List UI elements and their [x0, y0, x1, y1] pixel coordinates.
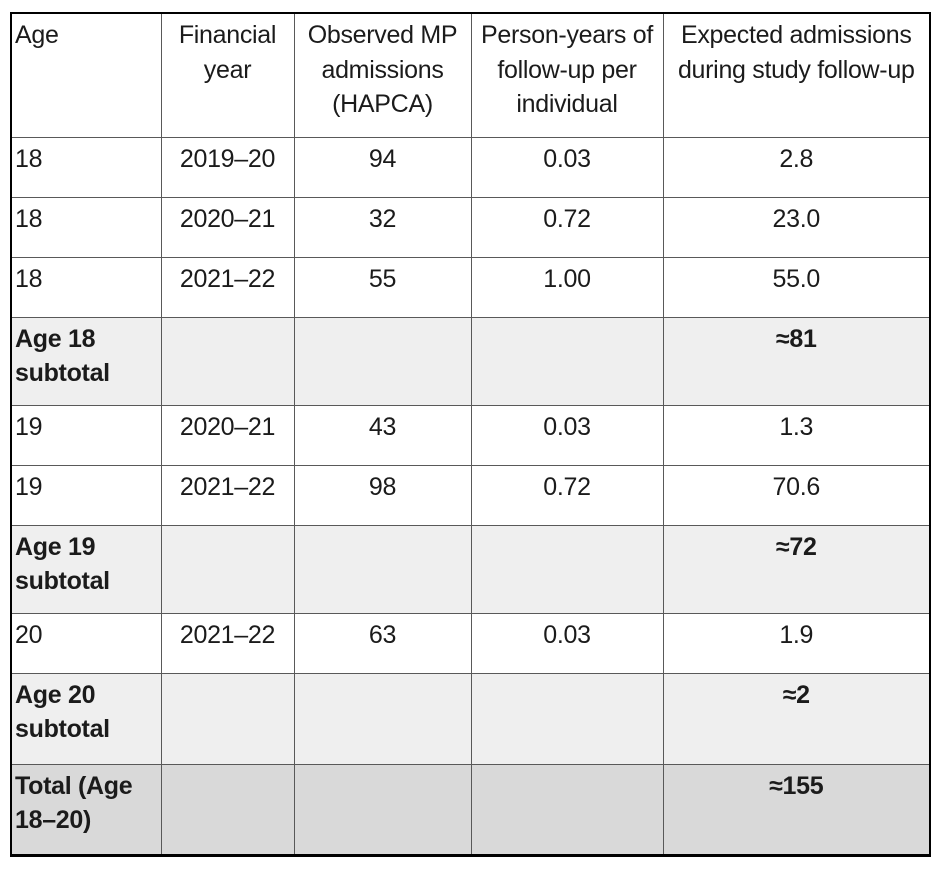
person-years-column-header: Person-years of follow-up per individual [470, 12, 664, 138]
total-value-cell: ≈155 [662, 763, 931, 856]
table-row: 19 2021–22 98 0.72 70.6 [10, 464, 931, 526]
age-cell: 20 [10, 612, 162, 674]
age-cell: 18 [10, 136, 162, 198]
observed-admissions-cell: 43 [293, 404, 472, 466]
age-cell: 18 [10, 256, 162, 318]
age-cell: 19 [10, 464, 162, 526]
table-row: 19 2020–21 43 0.03 1.3 [10, 404, 931, 466]
person-years-cell: 0.03 [470, 136, 664, 198]
age-column-header: Age [10, 12, 162, 138]
subtotal-row-age-19: Age 19 subtotal ≈72 [10, 524, 931, 614]
financial-year-cell [160, 672, 295, 765]
header-row: Age Financial year Observed MP admission… [10, 12, 931, 138]
observed-admissions-cell [293, 763, 472, 856]
financial-year-cell [160, 763, 295, 856]
financial-year-cell: 2021–22 [160, 464, 295, 526]
table-row: 20 2021–22 63 0.03 1.9 [10, 612, 931, 674]
subtotal-value-cell: ≈72 [662, 524, 931, 614]
subtotal-label-cell: Age 18 subtotal [10, 316, 162, 406]
financial-year-cell [160, 524, 295, 614]
table-row: 18 2021–22 55 1.00 55.0 [10, 256, 931, 318]
observed-admissions-cell: 63 [293, 612, 472, 674]
observed-admissions-cell: 94 [293, 136, 472, 198]
financial-year-cell: 2019–20 [160, 136, 295, 198]
person-years-cell: 0.72 [470, 464, 664, 526]
person-years-cell: 0.72 [470, 196, 664, 258]
observed-admissions-cell [293, 316, 472, 406]
total-label-cell: Total (Age 18–20) [10, 763, 162, 856]
financial-year-cell: 2021–22 [160, 612, 295, 674]
financial-year-column-header: Financial year [160, 12, 295, 138]
table-row: 18 2020–21 32 0.72 23.0 [10, 196, 931, 258]
age-cell: 18 [10, 196, 162, 258]
subtotal-value-cell: ≈2 [662, 672, 931, 765]
age-cell: 19 [10, 404, 162, 466]
observed-admissions-cell: 98 [293, 464, 472, 526]
person-years-cell [470, 763, 664, 856]
total-row: Total (Age 18–20) ≈155 [10, 763, 931, 856]
person-years-cell: 0.03 [470, 612, 664, 674]
financial-year-cell [160, 316, 295, 406]
person-years-cell [470, 524, 664, 614]
subtotal-label-cell: Age 19 subtotal [10, 524, 162, 614]
person-years-cell [470, 672, 664, 765]
observed-admissions-cell [293, 524, 472, 614]
expected-admissions-cell: 55.0 [662, 256, 931, 318]
subtotal-row-age-20: Age 20 subtotal ≈2 [10, 672, 931, 765]
subtotal-label-cell: Age 20 subtotal [10, 672, 162, 765]
observed-admissions-column-header: Observed MP admissions (HAPCA) [293, 12, 472, 138]
financial-year-cell: 2021–22 [160, 256, 295, 318]
expected-admissions-cell: 1.3 [662, 404, 931, 466]
person-years-cell [470, 316, 664, 406]
expected-admissions-cell: 70.6 [662, 464, 931, 526]
observed-admissions-cell [293, 672, 472, 765]
subtotal-value-cell: ≈81 [662, 316, 931, 406]
expected-admissions-cell: 23.0 [662, 196, 931, 258]
subtotal-row-age-18: Age 18 subtotal ≈81 [10, 316, 931, 406]
observed-admissions-cell: 55 [293, 256, 472, 318]
financial-year-cell: 2020–21 [160, 196, 295, 258]
expected-admissions-column-header: Expected admissions during study follow-… [662, 12, 931, 138]
financial-year-cell: 2020–21 [160, 404, 295, 466]
expected-admissions-cell: 1.9 [662, 612, 931, 674]
observed-admissions-cell: 32 [293, 196, 472, 258]
person-years-cell: 1.00 [470, 256, 664, 318]
expected-admissions-cell: 2.8 [662, 136, 931, 198]
person-years-cell: 0.03 [470, 404, 664, 466]
table-row: 18 2019–20 94 0.03 2.8 [10, 136, 931, 198]
admissions-table: Age Financial year Observed MP admission… [10, 12, 931, 857]
